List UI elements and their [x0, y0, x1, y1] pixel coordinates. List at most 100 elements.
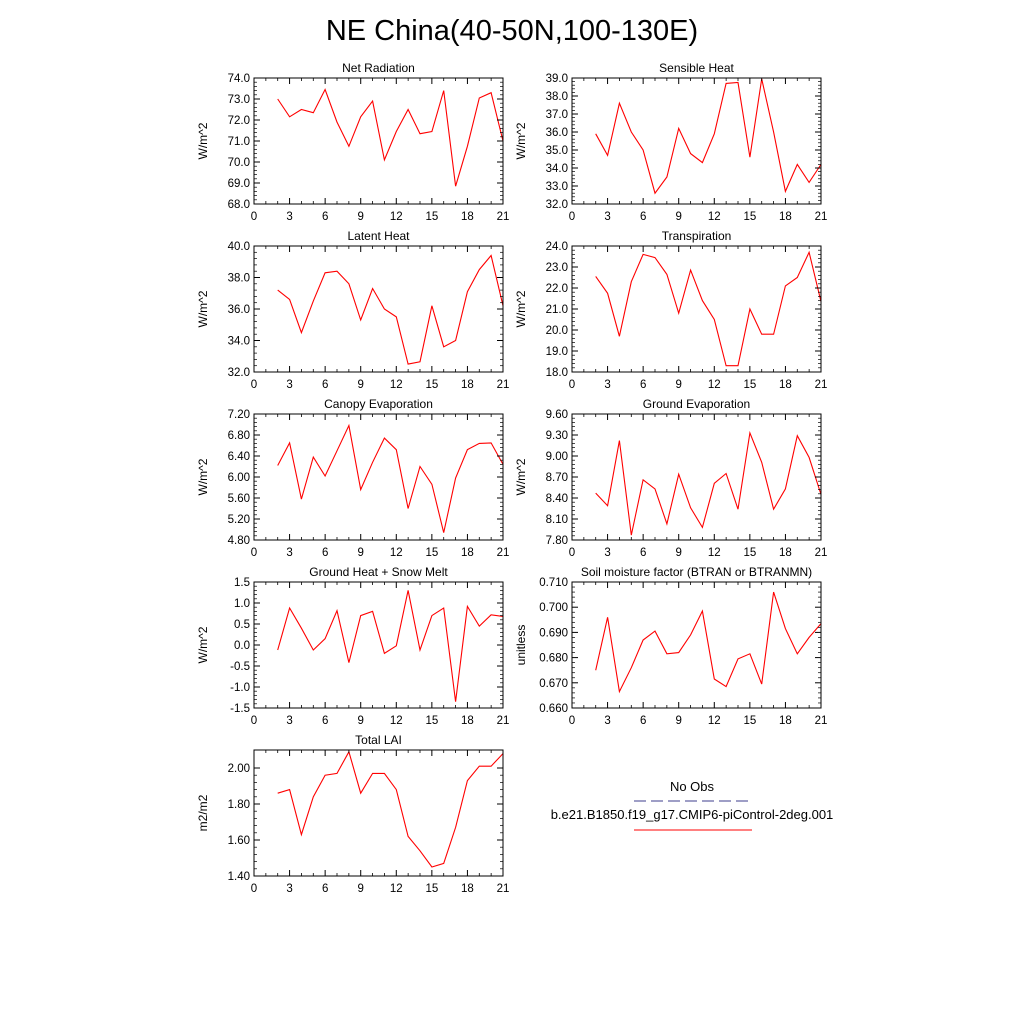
x-tick-label: 15: [743, 211, 756, 223]
series-line-9-1: [277, 750, 503, 868]
y-axis-label: unitless: [514, 625, 528, 666]
x-tick-label: 6: [322, 211, 328, 223]
x-tick-label: 12: [708, 547, 721, 559]
y-tick-label: 0.710: [539, 577, 568, 589]
axes-frame: [571, 581, 822, 709]
y-axis-label: W/m^2: [196, 458, 210, 495]
x-tick-label: 12: [390, 715, 403, 727]
x-tick-label: 3: [604, 379, 610, 391]
y-axis-label: W/m^2: [514, 458, 528, 495]
panel-4: 0 3 6 9 12 15 18 21 18.0 19.0 20.0 21.0 22.0 23.0 24.0…: [514, 229, 827, 391]
series-line-5-1: [277, 423, 503, 533]
x-tick-label: 21: [815, 547, 828, 559]
x-tick-label: 6: [322, 715, 328, 727]
legend-label-no-obs: No Obs: [670, 779, 715, 794]
x-tick-label: 21: [815, 211, 828, 223]
y-tick-label: 70.0: [228, 157, 250, 169]
y-tick-label: 1.5: [234, 577, 250, 589]
x-tick-label: 15: [425, 211, 438, 223]
x-tick-label: 6: [640, 715, 646, 727]
y-tick-label: 39.0: [546, 73, 568, 85]
y-tick-label: 33.0: [546, 181, 568, 193]
panel-5: 0 3 6 9 12 15 18 21 4.80 5.20 5.60 6.00 6.40 6.80 7.20…: [196, 397, 509, 559]
y-tick-label: 9.00: [546, 451, 568, 463]
x-tick-label: 3: [604, 715, 610, 727]
y-tick-label: 5.20: [228, 514, 250, 526]
x-tick-label: 6: [322, 883, 328, 895]
y-tick-label: 6.80: [228, 430, 250, 442]
y-tick-label: 23.0: [546, 262, 568, 274]
panel-title: Net Radiation: [342, 61, 415, 75]
y-axis-label: m2/m2: [196, 794, 210, 831]
x-tick-label: 3: [286, 547, 292, 559]
x-tick-label: 9: [676, 715, 682, 727]
x-tick-label: 0: [251, 715, 257, 727]
y-tick-label: 24.0: [546, 241, 568, 253]
y-tick-label: 36.0: [546, 127, 568, 139]
y-axis-label: W/m^2: [514, 290, 528, 327]
x-tick-label: 18: [461, 547, 474, 559]
y-tick-label: 6.00: [228, 472, 250, 484]
x-tick-label: 18: [779, 715, 792, 727]
x-tick-label: 15: [743, 715, 756, 727]
x-tick-label: 21: [497, 379, 510, 391]
axes-frame: [571, 77, 822, 205]
y-tick-label: 32.0: [546, 199, 568, 211]
x-tick-label: 9: [358, 715, 364, 727]
x-tick-label: 18: [461, 211, 474, 223]
panel-title: Canopy Evaporation: [324, 397, 433, 411]
axes-frame: [253, 749, 504, 877]
x-tick-label: 9: [358, 883, 364, 895]
y-tick-label: -1.5: [230, 703, 250, 715]
figure-title: NE China(40-50N,100-130E): [326, 15, 698, 47]
y-tick-label: 20.0: [546, 325, 568, 337]
x-tick-label: 15: [425, 547, 438, 559]
x-tick-label: 21: [815, 715, 828, 727]
y-tick-label: 1.0: [234, 598, 250, 610]
x-tick-label: 0: [251, 211, 257, 223]
y-tick-label: 8.40: [546, 493, 568, 505]
panel-title: Ground Evaporation: [643, 397, 750, 411]
y-tick-label: 8.70: [546, 472, 568, 484]
x-tick-label: 9: [676, 379, 682, 391]
x-tick-label: 12: [390, 379, 403, 391]
y-tick-label: 74.0: [228, 73, 250, 85]
x-tick-label: 9: [358, 379, 364, 391]
y-tick-label: 6.40: [228, 451, 250, 463]
x-tick-label: 18: [779, 547, 792, 559]
y-tick-label: 1.60: [228, 835, 250, 847]
y-tick-label: 8.10: [546, 514, 568, 526]
y-tick-label: 7.20: [228, 409, 250, 421]
y-tick-label: 73.0: [228, 94, 250, 106]
panels: 0 3 6 9 12 15 18 21 68.0 69.0 70.0 71.0 72.0 73.0 74.0…: [196, 61, 827, 895]
y-tick-label: 72.0: [228, 115, 250, 127]
x-tick-label: 12: [390, 547, 403, 559]
x-tick-label: 15: [425, 883, 438, 895]
y-tick-label: 9.60: [546, 409, 568, 421]
x-tick-label: 15: [425, 379, 438, 391]
x-tick-label: 0: [569, 547, 575, 559]
y-tick-label: 21.0: [546, 304, 568, 316]
y-tick-label: 34.0: [546, 163, 568, 175]
x-tick-label: 12: [708, 211, 721, 223]
x-tick-label: 21: [815, 379, 828, 391]
x-tick-label: 21: [497, 883, 510, 895]
panel-3: 0 3 6 9 12 15 18 21 32.0 34.0 36.0 38.0 40.0 Latent H…: [196, 229, 509, 391]
panel-6: 0 3 6 9 12 15 18 21 7.80 8.10 8.40 8.70 9.00 9.30 9.60…: [514, 397, 827, 559]
panel-9: 0 3 6 9 12 15 18 21 1.40 1.60 1.80 2.00 Total LAI m2/…: [196, 733, 509, 895]
x-tick-label: 18: [461, 379, 474, 391]
panel-title: Latent Heat: [347, 229, 410, 243]
panel-title: Transpiration: [662, 229, 732, 243]
y-tick-label: 22.0: [546, 283, 568, 295]
x-tick-label: 3: [604, 211, 610, 223]
x-tick-label: 12: [708, 715, 721, 727]
x-tick-label: 0: [569, 715, 575, 727]
y-tick-label: 37.0: [546, 109, 568, 121]
y-tick-label: 35.0: [546, 145, 568, 157]
series-line-6-1: [595, 430, 821, 536]
y-tick-label: 18.0: [546, 367, 568, 379]
y-tick-label: 7.80: [546, 535, 568, 547]
y-tick-label: 38.0: [228, 273, 250, 285]
